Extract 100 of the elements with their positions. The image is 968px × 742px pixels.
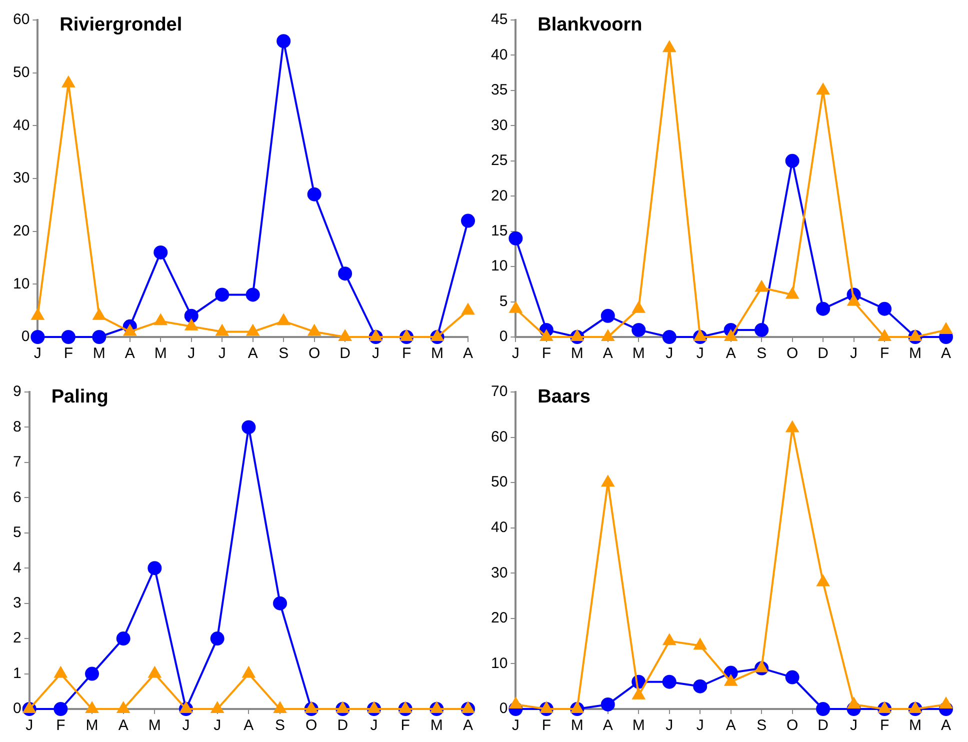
point <box>210 632 224 646</box>
point <box>215 288 230 302</box>
point <box>431 330 444 341</box>
y-tick-label: 30 <box>12 170 30 187</box>
point <box>461 214 475 228</box>
y-tick-label: 45 <box>490 11 508 28</box>
y-tick-label: 20 <box>490 187 508 204</box>
x-tick-label: S <box>756 717 767 734</box>
x-tick-label: A <box>248 345 258 362</box>
y-tick-label: 40 <box>12 116 30 134</box>
point <box>148 666 161 678</box>
x-tick-label: J <box>188 345 196 362</box>
point <box>724 674 738 686</box>
point <box>30 330 45 344</box>
point <box>909 330 922 341</box>
x-tick-label: M <box>632 345 645 362</box>
x-tick-label: A <box>462 345 474 362</box>
chart-title: Riviergrondel <box>60 14 182 36</box>
x-tick-label: J <box>372 345 380 362</box>
x-tick-label: M <box>430 717 443 734</box>
point <box>148 561 162 576</box>
y-tick-label: 50 <box>12 64 30 81</box>
x-tick-label: J <box>696 345 704 362</box>
x-tick-label: J <box>370 717 378 734</box>
point <box>370 330 382 341</box>
x-tick-label: F <box>880 345 890 362</box>
point <box>338 266 352 281</box>
x-tick-label: J <box>214 717 222 734</box>
point <box>602 476 614 487</box>
point <box>662 330 676 344</box>
point <box>246 324 260 336</box>
y-tick-label: 5 <box>499 292 508 310</box>
point <box>368 702 380 713</box>
point <box>816 702 830 716</box>
x-tick-label: O <box>786 717 798 734</box>
x-tick-label: S <box>756 345 767 362</box>
point <box>430 702 443 713</box>
point <box>116 632 130 646</box>
chart-title: Paling <box>51 386 108 408</box>
point <box>540 702 553 713</box>
y-tick-label: 9 <box>13 383 22 400</box>
x-tick-label: F <box>402 345 412 362</box>
point <box>274 702 286 713</box>
point <box>399 702 412 713</box>
point <box>305 702 318 713</box>
point <box>570 702 584 713</box>
point <box>878 702 891 713</box>
point <box>786 421 799 432</box>
y-tick-label: 6 <box>13 488 22 506</box>
point <box>273 596 288 610</box>
point <box>754 322 769 337</box>
point <box>785 154 800 168</box>
x-tick-label: A <box>602 717 613 734</box>
x-tick-label: A <box>124 345 135 362</box>
point <box>602 330 614 341</box>
x-tick-label: M <box>632 717 645 734</box>
y-tick-label: 2 <box>13 630 22 647</box>
x-tick-label: M <box>909 345 922 362</box>
x-tick-label: J <box>850 345 858 362</box>
x-tick-label: J <box>850 717 858 734</box>
point <box>940 697 952 708</box>
point <box>23 702 36 713</box>
x-tick-label: D <box>818 345 829 362</box>
y-tick-label: 0 <box>21 328 30 346</box>
point <box>462 304 474 315</box>
x-tick-label: J <box>26 717 34 734</box>
x-tick-label: J <box>666 717 674 734</box>
x-tick-label: F <box>56 717 66 734</box>
x-tick-label: J <box>666 345 674 362</box>
point <box>242 420 256 434</box>
y-tick-label: 10 <box>12 275 30 292</box>
y-tick-label: 30 <box>490 116 508 134</box>
x-tick-label: J <box>182 717 190 734</box>
point <box>816 83 830 94</box>
point <box>246 288 260 302</box>
y-tick-label: 20 <box>12 222 30 240</box>
point <box>632 302 645 313</box>
x-tick-label: O <box>308 345 320 362</box>
point <box>600 308 615 323</box>
point <box>693 679 708 694</box>
x-tick-label: M <box>431 345 444 362</box>
x-tick-label: A <box>244 717 254 734</box>
x-tick-label: S <box>274 717 286 734</box>
y-tick-label: 0 <box>499 328 508 346</box>
point <box>816 575 830 586</box>
point <box>216 324 228 336</box>
point <box>508 231 523 246</box>
x-tick-label: A <box>726 345 736 362</box>
point <box>277 314 290 326</box>
point <box>86 702 98 713</box>
point <box>154 245 168 260</box>
x-tick-label: M <box>570 345 584 362</box>
y-tick-label: 35 <box>490 82 508 99</box>
x-tick-label: F <box>542 717 552 734</box>
point <box>663 41 676 52</box>
point <box>85 666 100 681</box>
point <box>117 702 130 713</box>
point <box>124 324 136 336</box>
x-tick-label: M <box>148 717 161 734</box>
x-tick-label: A <box>118 717 128 734</box>
